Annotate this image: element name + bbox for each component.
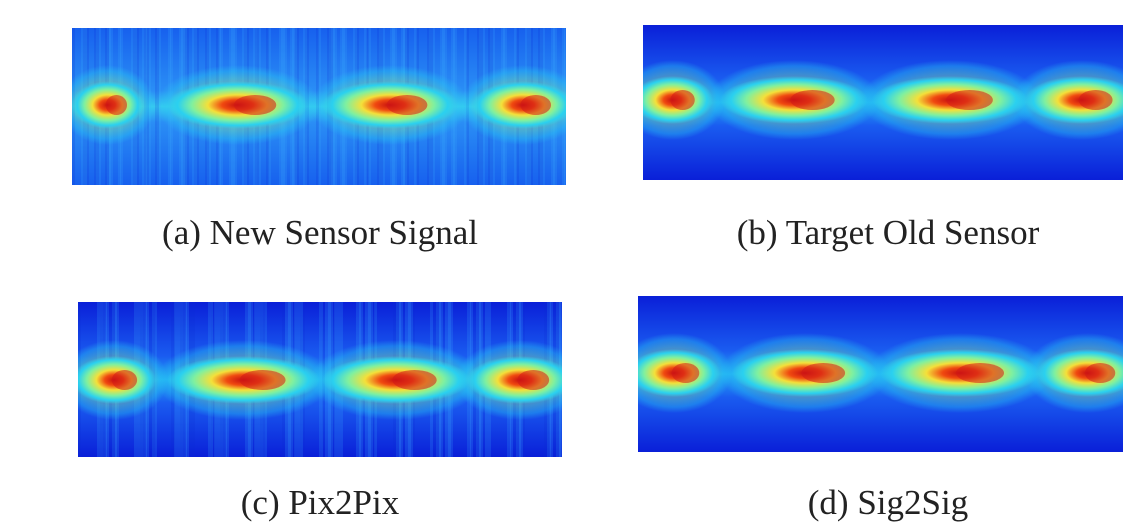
spectrogram-image — [616, 296, 1123, 452]
caption: (a) New Sensor Signal — [162, 213, 478, 252]
hot-spot — [106, 95, 127, 115]
hot-spot — [517, 370, 549, 390]
hot-spot — [387, 95, 428, 115]
spectrogram-image — [60, 302, 585, 457]
hot-spot — [790, 90, 834, 110]
hot-spot — [520, 95, 551, 115]
hot-spot — [234, 95, 276, 115]
hot-spot — [672, 363, 700, 383]
figure: (a) New Sensor Signal (b) Target Old Sen… — [0, 0, 1123, 530]
hot-spot — [240, 370, 286, 390]
hot-spot — [956, 363, 1004, 383]
hot-spot — [1079, 90, 1113, 110]
hot-spot — [946, 90, 993, 110]
hot-spot — [112, 370, 137, 390]
hot-spot — [801, 363, 845, 383]
caption: (b) Target Old Sensor — [737, 213, 1040, 252]
caption: (d) Sig2Sig — [808, 483, 968, 522]
spectrogram-image — [60, 28, 586, 185]
spectrogram-image — [620, 25, 1123, 180]
caption: (c) Pix2Pix — [241, 483, 400, 522]
hot-spot — [670, 90, 694, 110]
hot-spot — [392, 370, 436, 390]
hot-spot — [1085, 363, 1115, 383]
